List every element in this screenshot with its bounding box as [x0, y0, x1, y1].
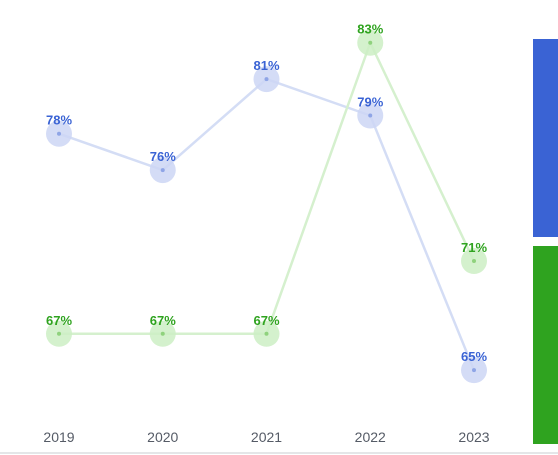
legend: [533, 39, 558, 444]
x-tick-label-2023: 2023: [458, 429, 489, 445]
series-1-point-2020: [160, 168, 165, 173]
series-1-label-2021: 81%: [253, 58, 279, 73]
series-2-label-2020: 67%: [150, 313, 176, 328]
data-labels: 78% 76% 81% 79% 65% 67% 67% 67% 83% 71%: [46, 22, 487, 364]
series-2-point-2020: [160, 331, 165, 336]
series-1-label-2019: 78%: [46, 113, 72, 128]
series-2-label-2022: 83%: [357, 22, 383, 37]
series-2-point-2023: [472, 259, 476, 264]
legend-swatch-series-1[interactable]: [533, 39, 558, 237]
x-tick-label-2019: 2019: [43, 429, 74, 445]
series-1-point-2019: [57, 131, 61, 136]
legend-swatch-series-2[interactable]: [533, 246, 558, 444]
series-2-label-2021: 67%: [253, 313, 279, 328]
series-1-label-2023: 65%: [461, 349, 487, 364]
series-markers: [46, 29, 487, 384]
series-1-label-2020: 76%: [150, 149, 176, 164]
series-1-label-2022: 79%: [357, 94, 383, 109]
x-tick-label-2021: 2021: [251, 429, 282, 445]
x-axis-ticks: 2019 2020 2021 2022 2023: [43, 429, 489, 445]
series-1-point-2021: [264, 77, 269, 82]
series-2-point-2019: [57, 331, 61, 336]
x-tick-label-2020: 2020: [147, 429, 178, 445]
series-2-point-2021: [264, 331, 269, 336]
series-2-point-2022: [368, 40, 373, 45]
series-1-point-2023: [472, 368, 476, 373]
x-tick-label-2022: 2022: [355, 429, 386, 445]
series-1-point-2022: [368, 113, 373, 118]
series-2-label-2023: 71%: [461, 240, 487, 255]
series-2-label-2019: 67%: [46, 313, 72, 328]
